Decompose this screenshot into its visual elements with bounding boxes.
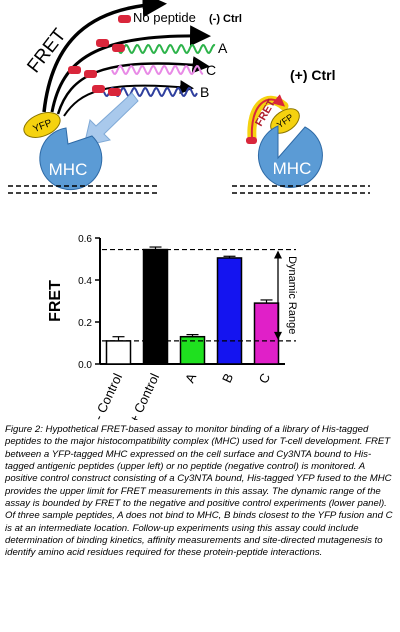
x-tick-label: - Control <box>91 371 126 420</box>
cy3-tag <box>96 39 109 47</box>
no-peptide-label: No peptide <box>133 10 196 25</box>
mhc-label: MHC <box>273 159 312 178</box>
peptide-a <box>117 43 216 55</box>
x-tick-label: C <box>256 371 274 386</box>
cy3-tag <box>118 15 131 23</box>
cy3-tag <box>68 66 81 74</box>
bar-b <box>216 257 243 365</box>
positive-control-title: (+) Ctrl <box>290 67 336 83</box>
y-tick-label: 0.0 <box>78 360 92 371</box>
mhc-label: MHC <box>49 160 88 179</box>
cy3-tag <box>92 85 105 93</box>
x-tick-label: + Control <box>126 371 162 420</box>
figure-caption: Figure 2: Hypothetical FRET-based assay … <box>5 424 393 559</box>
peptide-label-c: C <box>206 62 216 78</box>
yfp-molecule <box>23 112 61 138</box>
dynamic-range-arrowhead <box>274 331 282 340</box>
y-tick-label: 0.2 <box>78 318 92 329</box>
peptide-c <box>111 64 204 76</box>
fret-bar-chart: FRET Dynamic Range 0.0 0.2 0.4 0.6 - Control… <box>47 234 298 420</box>
bar-control <box>142 248 169 365</box>
mhc-molecule <box>39 127 103 191</box>
peptide-label-a: A <box>218 40 228 56</box>
fret-arrow-a <box>50 25 211 113</box>
mhc-molecule <box>257 125 323 188</box>
assay-figure: FRET No peptide (-) Ctrl A C B YFP MHC (… <box>8 0 370 420</box>
negative-control-schematic: FRET No peptide (-) Ctrl A C B YFP MHC <box>8 0 242 194</box>
x-tick-label: B <box>219 371 236 385</box>
cy3-tag <box>108 88 121 96</box>
fret-arrow-no-peptide <box>42 0 167 113</box>
x-tick-label: A <box>182 371 199 385</box>
y-tick-label: 0.4 <box>78 276 92 287</box>
peptide-label-b: B <box>200 84 209 100</box>
y-axis-label: FRET <box>47 280 64 322</box>
y-tick-label: 0.6 <box>78 234 92 245</box>
dynamic-range-label: Dynamic Range <box>286 256 298 334</box>
cy3-tag <box>112 44 125 52</box>
negative-control-label: (-) Ctrl <box>209 13 242 25</box>
cy3-tag <box>84 70 97 78</box>
dynamic-range-arrowhead <box>274 250 282 259</box>
positive-control-schematic: (+) Ctrl FRET YFP MHC <box>232 67 370 194</box>
cy3-tag <box>246 137 257 144</box>
fret-arc-arrow <box>250 94 286 139</box>
bar-control <box>105 340 132 365</box>
